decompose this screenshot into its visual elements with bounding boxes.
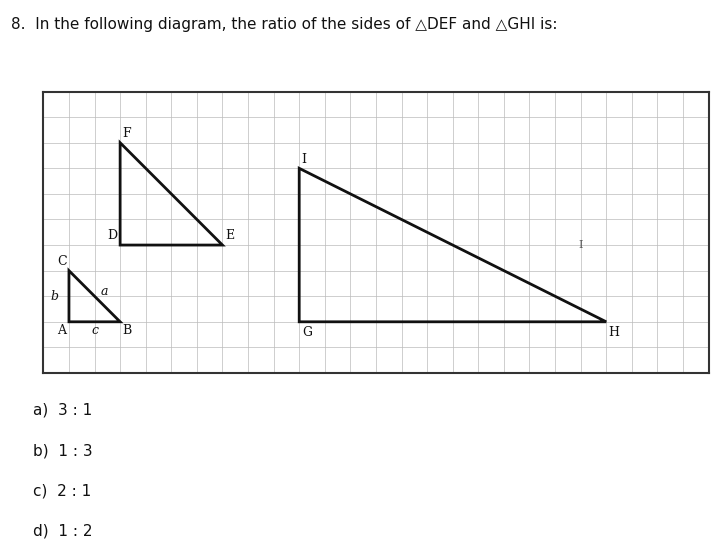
Text: B: B	[123, 325, 132, 337]
Text: c: c	[91, 324, 98, 337]
Text: a)  3 : 1: a) 3 : 1	[33, 403, 92, 418]
Text: a: a	[101, 285, 108, 298]
Text: G: G	[301, 326, 312, 338]
Text: d)  1 : 2: d) 1 : 2	[33, 524, 92, 539]
Text: b)  1 : 3: b) 1 : 3	[33, 443, 92, 458]
Text: H: H	[609, 326, 620, 338]
Text: E: E	[225, 229, 234, 243]
Text: b: b	[51, 290, 59, 302]
Text: I: I	[301, 153, 307, 166]
Text: F: F	[123, 127, 132, 140]
Text: 8.  In the following diagram, the ratio of the sides of △DEF and △GHI is:: 8. In the following diagram, the ratio o…	[11, 17, 557, 32]
Text: A: A	[57, 325, 67, 337]
Text: D: D	[108, 229, 118, 243]
Text: C: C	[57, 255, 67, 268]
Text: I: I	[578, 240, 583, 250]
Text: c)  2 : 1: c) 2 : 1	[33, 483, 91, 498]
